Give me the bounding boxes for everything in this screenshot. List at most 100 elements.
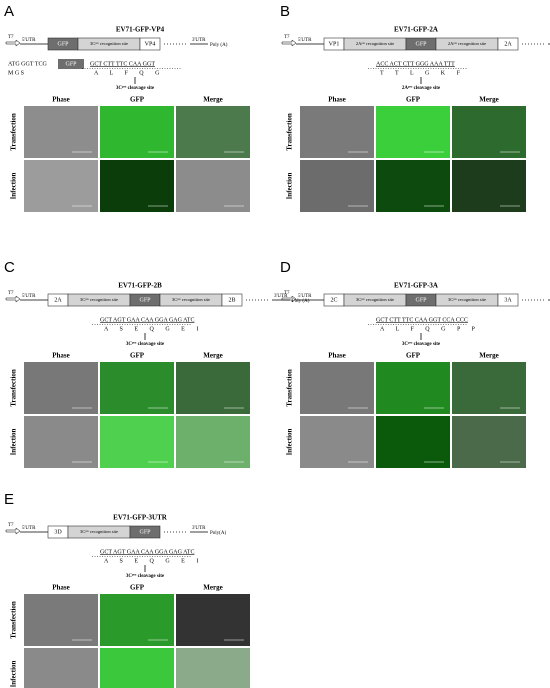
tag-box [58, 59, 84, 69]
polya: Poly (A) [292, 299, 310, 304]
column-header: GFP [406, 352, 421, 360]
promoter: T7 [8, 291, 14, 296]
column-header: Merge [479, 352, 498, 360]
construct-box-label: 2C [330, 297, 337, 303]
construct-box-label: 2Aᵖʳᵒ recognition site [356, 41, 394, 46]
construct-box-label: 2B [228, 297, 235, 303]
construct-title: EV71-GFP-3UTR [113, 514, 168, 522]
construct-title: EV71-GFP-2B [118, 282, 162, 290]
construct-box-label: 3Cᵖʳᵒ recognition site [80, 297, 118, 302]
polya: Poly (A) [210, 43, 228, 48]
construct-title: EV71-GFP-2A [394, 26, 438, 34]
row-label: Transfection [10, 369, 18, 407]
utr5: 5'UTR [22, 526, 36, 531]
promoter: T7 [284, 35, 290, 40]
micrograph [376, 362, 450, 414]
construct-box [221, 293, 243, 307]
column-header: Phase [328, 96, 346, 104]
sequence: GCT CTT TTC CAA GGT [90, 61, 155, 67]
micrograph [24, 160, 98, 212]
micrograph [452, 106, 526, 158]
row-label: Infection [286, 172, 294, 199]
promoter-arrow [281, 295, 297, 303]
column-header: Phase [328, 352, 346, 360]
micrograph [100, 362, 174, 414]
tag-label: GFP [65, 61, 77, 67]
micrograph [24, 416, 98, 468]
construct-box-label: GFP [415, 41, 427, 47]
micrograph [100, 160, 174, 212]
sequence-left: ATG GGT TCG [8, 61, 47, 67]
row-label: Transfection [10, 113, 18, 151]
utr5: 5'UTR [298, 38, 312, 43]
micrograph [100, 416, 174, 468]
column-header: GFP [130, 584, 145, 592]
utr3: 3'UTR [274, 294, 288, 299]
micrograph [452, 160, 526, 212]
column-header: Phase [52, 584, 70, 592]
cleavage-label: 3Cᵖʳᵒ cleavage site [116, 86, 155, 91]
construct-box-label: 3Cᵖʳᵒ recognition site [172, 297, 210, 302]
micrograph [300, 362, 374, 414]
micrograph [176, 160, 250, 212]
construct-box-label: 3Cᵖʳᵒ recognition site [80, 529, 118, 534]
panel-letter: D [280, 259, 291, 276]
construct-box-label: GFP [57, 41, 69, 47]
panel-letter: A [4, 3, 14, 20]
construct-box-label: GFP [415, 297, 427, 303]
sequence: ACC ACT CTT GGG AAA TTT [376, 61, 455, 67]
cleavage-label: 3Cᵖʳᵒ cleavage site [126, 574, 165, 579]
construct-box-label: 3Cᵖʳᵒ recognition site [90, 41, 128, 46]
construct-box [497, 37, 519, 51]
amino-acids: A S E Q G E I [104, 326, 203, 332]
construct-box-label: GFP [139, 297, 151, 303]
sequence: GCT AGT GAA CAA GGA GAG ATC [100, 549, 194, 555]
micrograph [24, 362, 98, 414]
construct-title: EV71-GFP-3A [394, 282, 438, 290]
row-label: Transfection [286, 369, 294, 407]
row-label: Transfection [10, 601, 18, 639]
micrograph [300, 416, 374, 468]
promoter-arrow [5, 39, 21, 47]
amino-acids: A S E Q G E I [104, 558, 203, 564]
construct-box-label: GFP [139, 529, 151, 535]
cleavage-label: 3Cᵖʳᵒ cleavage site [126, 342, 165, 347]
construct-box-label: VP4 [145, 41, 156, 47]
micrograph [176, 106, 250, 158]
utr5: 5'UTR [298, 294, 312, 299]
panel-letter: C [4, 259, 15, 276]
column-header: Phase [52, 96, 70, 104]
sequence: GCT AGT GAA CAA GGA GAG ATC [100, 317, 194, 323]
panel-letter: B [280, 3, 290, 20]
utr5: 5'UTR [22, 294, 36, 299]
micrograph [24, 594, 98, 646]
construct-box [129, 525, 161, 539]
promoter: T7 [284, 291, 290, 296]
promoter-arrow [281, 39, 297, 47]
column-header: Phase [52, 352, 70, 360]
micrograph [176, 594, 250, 646]
micrograph [376, 416, 450, 468]
construct-box-label: VP1 [329, 41, 340, 47]
row-label: Infection [10, 660, 18, 687]
column-header: GFP [130, 352, 145, 360]
micrograph [100, 106, 174, 158]
construct-title: EV71-GFP-VP4 [116, 26, 165, 34]
micrograph [176, 362, 250, 414]
micrograph [176, 648, 250, 688]
aa-left: M G S [8, 70, 24, 76]
cleavage-label: 3Cᵖʳᵒ cleavage site [402, 342, 441, 347]
micrograph [24, 106, 98, 158]
promoter-arrow [5, 527, 21, 535]
column-header: Merge [479, 96, 498, 104]
micrograph [176, 416, 250, 468]
column-header: GFP [130, 96, 145, 104]
polya: Poly(A) [210, 531, 226, 536]
amino-acids: A L F Q G P P [380, 326, 480, 332]
promoter: T7 [8, 35, 14, 40]
row-label: Infection [286, 428, 294, 455]
construct-box-label: 3D [54, 529, 62, 535]
construct-box-label: 2Aᵖʳᵒ recognition site [448, 41, 486, 46]
construct-box-label: 2A [54, 297, 62, 303]
